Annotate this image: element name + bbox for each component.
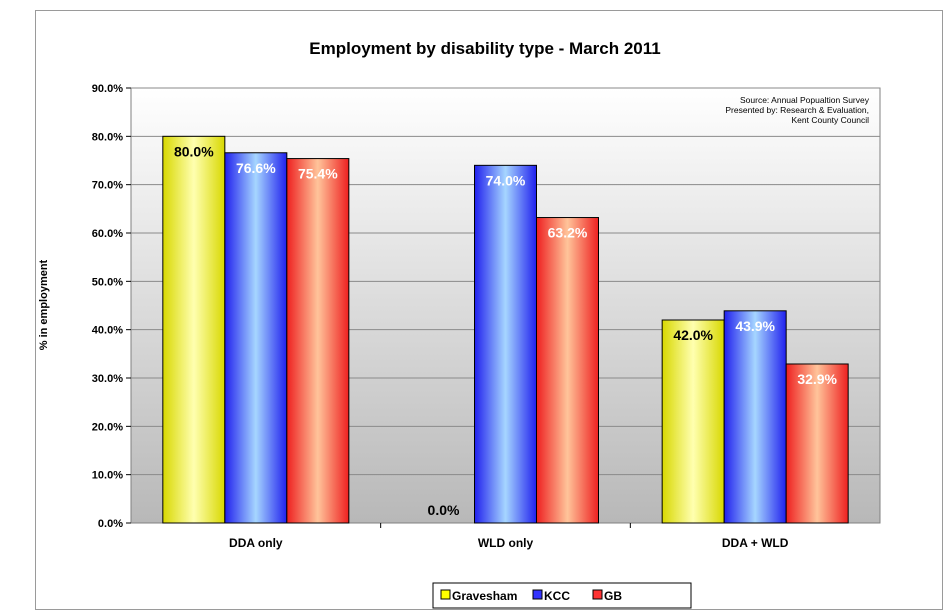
chart-title: Employment by disability type - March 20… [309, 39, 660, 58]
legend-swatch [592, 589, 603, 600]
data-label: 75.4% [298, 166, 338, 182]
data-label: 0.0% [428, 502, 460, 518]
legend: Gravesham KCC GB [432, 582, 692, 609]
data-label: 74.0% [486, 172, 526, 188]
y-tick-label: 80.0% [92, 131, 123, 143]
legend-swatch [440, 589, 451, 600]
data-label: 43.9% [735, 318, 775, 334]
source-line-3: Kent County Council [792, 115, 870, 125]
legend-label: Gravesham [452, 589, 517, 603]
x-tick-label: WLD only [478, 536, 534, 550]
data-label: 76.6% [236, 160, 276, 176]
source-annotation: Source: Annual Popualtion Survey Present… [725, 95, 869, 125]
bar-gb [286, 158, 350, 524]
y-tick-label: 0.0% [98, 518, 123, 530]
x-axis-ticks: DDA only WLD only DDA + WLD [229, 523, 789, 550]
y-tick-label: 70.0% [92, 180, 123, 192]
y-tick-label: 50.0% [92, 276, 123, 288]
source-line-2: Presented by: Research & Evaluation, [725, 105, 869, 115]
x-tick-label: DDA + WLD [722, 536, 789, 550]
bar-kcc [723, 310, 787, 524]
data-label: 42.0% [673, 327, 713, 343]
data-labels: 80.0% 76.6% 75.4% 0.0% 74.0% 63.2% 42.0% 43.9% 3… [174, 143, 838, 518]
y-tick-label: 40.0% [92, 325, 123, 337]
y-tick-label: 10.0% [92, 470, 123, 482]
legend-box [432, 582, 692, 609]
y-axis-ticks: 0.0% 10.0% 20.0% 30.0% 40.0% 50.0% 60.0% 70.0% 8… [92, 83, 131, 530]
source-line-1: Source: Annual Popualtion Survey [740, 95, 870, 105]
bar-gravesham [162, 135, 226, 524]
legend-swatch [532, 589, 543, 600]
legend-label: KCC [544, 589, 570, 603]
data-label: 63.2% [548, 225, 588, 241]
bar-kcc [224, 152, 288, 524]
data-label: 32.9% [797, 371, 837, 387]
y-tick-label: 30.0% [92, 373, 123, 385]
legend-label: GB [604, 589, 622, 603]
y-tick-label: 90.0% [92, 83, 123, 95]
data-label: 80.0% [174, 143, 214, 159]
bar-gb [785, 363, 849, 524]
bar-gb [536, 217, 599, 524]
bars [162, 135, 849, 524]
y-tick-label: 60.0% [92, 228, 123, 240]
bar-gravesham [661, 319, 725, 524]
y-axis-label: % in employment [38, 259, 50, 350]
y-tick-label: 20.0% [92, 421, 123, 433]
bar-kcc [474, 164, 537, 524]
x-tick-label: DDA only [229, 536, 283, 550]
